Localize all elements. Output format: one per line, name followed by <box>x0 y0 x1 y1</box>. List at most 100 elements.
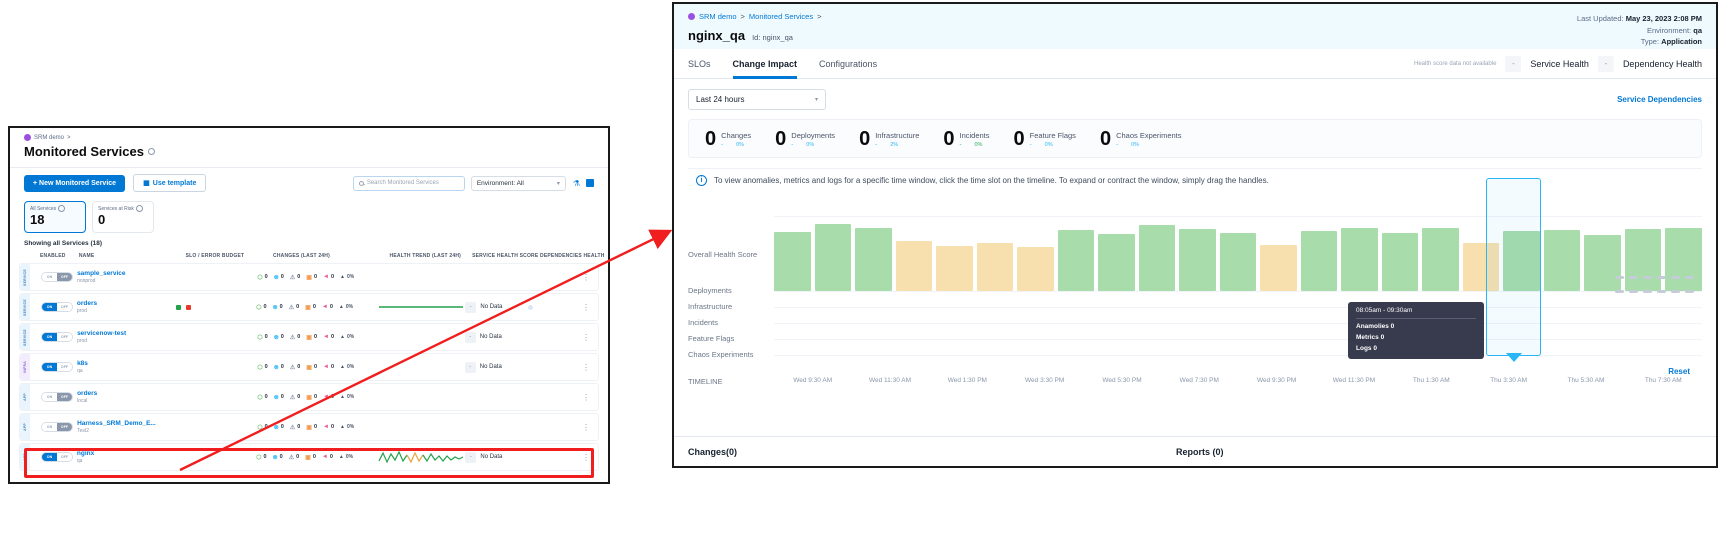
service-name-link[interactable]: servicenow-test <box>77 330 127 337</box>
enabled-toggle[interactable]: ON OFF <box>41 272 73 282</box>
health-bar[interactable] <box>855 228 892 291</box>
health-bar[interactable] <box>1422 228 1459 291</box>
enabled-toggle[interactable]: ON OFF <box>41 422 73 432</box>
service-name-link[interactable]: orders <box>76 300 98 307</box>
health-bar[interactable] <box>1624 229 1662 291</box>
enabled-toggle[interactable]: ON OFF <box>41 332 73 342</box>
row-menu-button[interactable]: ⋮ <box>582 392 590 402</box>
type-value: Application <box>1661 37 1702 46</box>
card-services-at-risk[interactable]: Services at Risk 0 <box>92 201 154 233</box>
change-percent-value: 0% <box>346 274 355 280</box>
health-bar[interactable] <box>1341 228 1378 291</box>
row-menu-button[interactable]: ⋮ <box>582 422 590 432</box>
change-percent-value: 0% <box>346 334 355 340</box>
health-bar[interactable] <box>1584 235 1621 291</box>
breadcrumb-monitored-services[interactable]: Monitored Services <box>748 12 814 21</box>
cell-enabled: ON OFF <box>41 422 77 432</box>
environment-filter-select[interactable]: Environment: All ▾ <box>470 175 566 191</box>
row-menu-button[interactable]: ⋮ <box>582 362 590 372</box>
change-type-icon: ⊗ <box>272 454 278 461</box>
metric-deployments[interactable]: 0 Deployments - 0% <box>775 128 835 150</box>
health-bar[interactable] <box>1381 233 1419 291</box>
info-icon <box>58 205 66 212</box>
filter-icon[interactable]: ⚗ <box>572 178 580 188</box>
metric-incidents[interactable]: 0 Incidents - 0% <box>943 129 990 149</box>
new-monitored-service-button[interactable]: + New Monitored Service <box>24 174 126 192</box>
health-bar[interactable] <box>976 243 1014 291</box>
service-name-link[interactable]: Harness_SRM_Demo_E... <box>77 420 156 427</box>
service-name-link[interactable]: nginx <box>76 450 95 457</box>
reset-link[interactable]: Reset <box>1668 367 1690 376</box>
table-row[interactable]: INFRA ON OFF k8s qa ⬡ 0 ⊗ 0 ⚠ 0 ▣ 0 ◄ 0 ▲ 0% - No Data ⋮ <box>19 353 599 381</box>
cell-changes: ⬡ 0 ⊗ 0 ⚠ 0 ▣ 0 ◄ 0 ▲ 0% <box>257 424 379 431</box>
row-menu-button[interactable]: ⋮ <box>582 272 590 282</box>
row-menu-button[interactable]: ⋮ <box>582 332 590 342</box>
metric-chaos-experiments[interactable]: 0 Chaos Experiments - 0% <box>1100 129 1182 149</box>
table-row[interactable]: SERVICE ON OFF servicenow-test prod ⬡ 0 ⊗ 0 ⚠ 0 ▣ 0 ◄… <box>19 323 599 351</box>
timeline-chart[interactable]: Overall Health Score Deployments Infrastru… <box>688 178 1702 398</box>
change-count-value: 0 <box>264 424 268 430</box>
health-bar[interactable] <box>1503 231 1540 291</box>
health-bar[interactable] <box>1219 233 1257 291</box>
table-row[interactable]: SERVICE ON OFF sample_service nonprod ⬡ 0 ⊗ 0 ⚠ 0 ▣… <box>19 263 599 291</box>
service-name-link[interactable]: sample_service <box>77 270 126 277</box>
help-icon[interactable] <box>147 148 155 155</box>
tab-configurations[interactable]: Configurations <box>819 58 878 69</box>
time-range-select[interactable]: Last 24 hours ▾ <box>688 89 826 110</box>
cell-enabled: ON OFF <box>41 392 77 402</box>
health-bar[interactable] <box>1462 243 1500 291</box>
service-dependencies-link[interactable]: Service Dependencies <box>1617 95 1702 104</box>
health-bar[interactable] <box>936 246 973 291</box>
health-bar[interactable] <box>1300 231 1338 291</box>
health-bar[interactable] <box>1260 245 1297 291</box>
selection-handle-bottom-icon[interactable] <box>1505 353 1522 362</box>
health-score-bars <box>774 216 1702 291</box>
row-type-tag-label: INFRA <box>23 361 27 373</box>
metric-label: Incidents <box>959 131 990 140</box>
row-menu-button[interactable]: ⋮ <box>582 302 590 312</box>
service-name-link[interactable]: k8s <box>77 360 88 367</box>
health-bar[interactable] <box>1138 225 1176 291</box>
metric-value: 0 <box>775 128 787 150</box>
health-bar[interactable] <box>1179 229 1216 291</box>
view-tools: ⚗ <box>573 179 594 188</box>
card-all-services[interactable]: All Services 18 <box>24 201 86 233</box>
cell-name: k8s qa <box>77 360 176 374</box>
change-type-icon: ⚠ <box>288 304 295 311</box>
metric-infrastructure[interactable]: 0 Infrastructure - 2% <box>859 129 919 149</box>
change-count-4: ◄ 0 <box>323 334 334 340</box>
reports-count: Reports (0) <box>1175 446 1224 457</box>
use-template-button[interactable]: ▮▮ Use template <box>133 174 207 192</box>
changes-count: Changes(0) <box>688 446 738 457</box>
health-bar[interactable] <box>1057 230 1095 291</box>
enabled-toggle[interactable]: ON OFF <box>41 302 73 312</box>
enabled-toggle[interactable]: ON OFF <box>41 362 73 372</box>
health-bar[interactable] <box>814 224 852 291</box>
table-row[interactable]: SERVICE ON OFF orders prod ⬡ 0 ⊗ 0 ⚠ 0 ▣ 0 ◄ 0 ▲ 0% - No D… <box>19 293 599 321</box>
toggle-off-label: OFF <box>57 303 72 311</box>
tab-change-impact[interactable]: Change Impact <box>732 49 797 79</box>
breadcrumb-srm-demo[interactable]: SRM demo <box>34 134 65 141</box>
timeline-dash <box>1629 276 1638 279</box>
enabled-toggle[interactable]: ON OFF <box>41 452 73 462</box>
table-row[interactable]: APP ON OFF Harness_SRM_Demo_E... Test2 ⬡ 0 ⊗ 0 ⚠ 0… <box>19 413 599 441</box>
health-bar[interactable] <box>774 232 811 291</box>
search-input[interactable]: Search Monitored Services <box>352 175 465 191</box>
metric-changes[interactable]: 0 Changes - 0% <box>705 129 751 149</box>
tab-slos[interactable]: SLOs <box>688 58 711 69</box>
health-bar[interactable] <box>895 241 933 291</box>
metric-feature-flags[interactable]: 0 Feature Flags - 0% <box>1014 129 1076 149</box>
breadcrumb-srm-demo[interactable]: SRM demo <box>699 12 737 21</box>
health-bar[interactable] <box>1665 228 1702 291</box>
health-bar[interactable] <box>1543 230 1581 291</box>
timeline-selection-window[interactable] <box>1486 178 1541 362</box>
table-row[interactable]: APP ON OFF nginx qa ⬡ 0 ⊗ 0 ⚠ 0 ▣ 0 ◄ 0 ▲ 0% - No Data ⋮ <box>19 443 599 471</box>
enabled-toggle[interactable]: ON OFF <box>41 392 73 402</box>
tooltip-anomalies: Anamolies 0 <box>1356 323 1395 330</box>
grid-view-icon[interactable] <box>586 179 594 187</box>
health-bar[interactable] <box>1017 247 1054 291</box>
health-bar[interactable] <box>1098 234 1135 291</box>
row-menu-button[interactable]: ⋮ <box>582 452 590 462</box>
service-name-link[interactable]: orders <box>77 390 98 397</box>
table-row[interactable]: APP ON OFF orders local ⬡ 0 ⊗ 0 ⚠ 0 ▣ 0 ◄ 0 ▲ 0% ⋮ <box>19 383 599 411</box>
